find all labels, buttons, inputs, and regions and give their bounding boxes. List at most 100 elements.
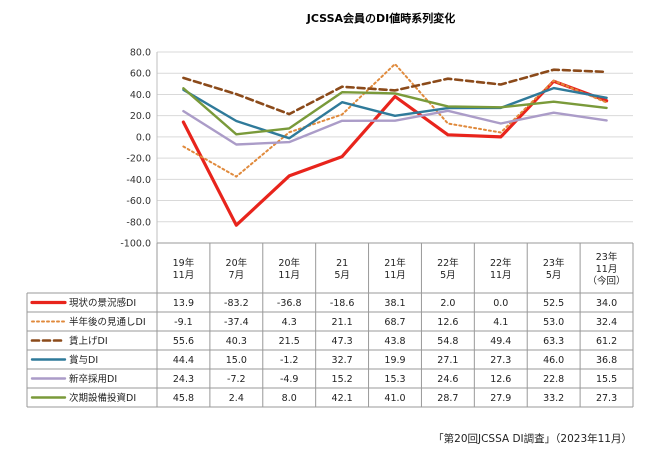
- table-value: 40.3: [226, 336, 247, 347]
- x-category-label: 23年: [543, 257, 565, 269]
- table-value: 43.8: [384, 336, 405, 347]
- table-value: 54.8: [437, 336, 458, 347]
- x-category-label: 20年: [226, 257, 248, 269]
- table-value: -1.2: [280, 355, 299, 366]
- table-value: 28.7: [437, 393, 458, 404]
- x-category-label: （今回）: [588, 275, 626, 287]
- table-value: 52.5: [543, 298, 564, 309]
- table-value: 4.3: [282, 317, 297, 328]
- table-value: 27.9: [490, 393, 511, 404]
- y-tick-label: 0.0: [136, 132, 151, 143]
- legend-label: 新卒採用DI: [69, 373, 117, 385]
- data-table: 19年11月20年7月20年11月215月21年11月22年5月22年11月23…: [26, 242, 634, 408]
- y-tick-label: 60.0: [130, 69, 151, 80]
- x-category-label: 21: [336, 258, 348, 269]
- series-lines: [181, 63, 609, 227]
- legend-label: 半年後の見通しDI: [69, 316, 146, 328]
- y-tick-label: -80.0: [126, 217, 151, 228]
- x-category-label: 5月: [440, 270, 456, 281]
- y-tick-label: -60.0: [126, 196, 151, 207]
- table-value: 12.6: [437, 317, 458, 328]
- x-category-label: 7月: [229, 270, 245, 281]
- table-value: -4.9: [280, 374, 299, 385]
- table-value: 41.0: [384, 393, 405, 404]
- table-value: 21.5: [279, 336, 300, 347]
- table-value: 8.0: [282, 393, 297, 404]
- table-value: 27.3: [490, 355, 511, 366]
- table-value: 36.8: [596, 355, 617, 366]
- table-value: 21.1: [332, 317, 353, 328]
- table-value: 24.3: [173, 374, 194, 385]
- table-value: 2.0: [440, 298, 455, 309]
- chart-title: JCSSA会員のDI値時系列変化: [306, 11, 455, 25]
- legend-label: 現状の景況感DI: [69, 297, 136, 309]
- table-value: 63.3: [543, 336, 564, 347]
- table-value: 15.0: [226, 355, 247, 366]
- table-value: 53.0: [543, 317, 564, 328]
- y-tick-label: -20.0: [126, 154, 151, 165]
- table-value: 0.0: [493, 298, 508, 309]
- x-category-label: 22年: [437, 257, 459, 269]
- table-value: -18.6: [330, 298, 355, 309]
- x-category-label: 5月: [546, 270, 562, 281]
- table-value: 15.2: [332, 374, 353, 385]
- table-value: 45.8: [173, 393, 194, 404]
- source-note: 「第20回JCSSA DI調査」（2023年11月）: [433, 433, 632, 445]
- table-value: 47.3: [332, 336, 353, 347]
- y-tick-label: 80.0: [130, 48, 151, 59]
- table-value: 15.3: [384, 374, 405, 385]
- table-value: 22.8: [543, 374, 564, 385]
- series-line-0: [181, 79, 609, 227]
- table-value: 42.1: [332, 393, 353, 404]
- y-tick-label: 20.0: [130, 111, 151, 122]
- table-value: 32.4: [596, 317, 617, 328]
- grid-lines: [157, 51, 633, 244]
- table-value: 19.9: [384, 355, 405, 366]
- x-category-label: 11月: [278, 270, 300, 281]
- table-value: 2.4: [229, 393, 244, 404]
- table-value: 13.9: [173, 298, 194, 309]
- y-tick-label: -40.0: [126, 175, 151, 186]
- table-value: 4.1: [493, 317, 508, 328]
- table-value: 44.4: [173, 355, 194, 366]
- x-category-label: 11月: [173, 270, 195, 281]
- table-value: 68.7: [384, 317, 405, 328]
- legend-label: 賃上げDI: [69, 335, 108, 347]
- table-value: 27.3: [596, 393, 617, 404]
- x-category-label: 19年: [173, 257, 195, 269]
- table-value: -36.8: [277, 298, 302, 309]
- table-value: 33.2: [543, 393, 564, 404]
- table-value: 12.6: [490, 374, 511, 385]
- x-category-label: 5月: [334, 270, 350, 281]
- y-tick-label: 40.0: [130, 90, 151, 101]
- series-line-2: [182, 68, 608, 116]
- table-value: 32.7: [332, 355, 353, 366]
- table-value: 15.5: [596, 374, 617, 385]
- x-category-label: 23年: [596, 251, 618, 263]
- table-value: 34.0: [596, 298, 617, 309]
- series-line-1: [182, 63, 608, 178]
- x-category-label: 11月: [384, 270, 406, 281]
- table-value: -9.1: [174, 317, 193, 328]
- table-value: 24.6: [437, 374, 458, 385]
- table-value: 61.2: [596, 336, 617, 347]
- legend-label: 次期設備投資DI: [69, 392, 136, 404]
- y-tick-label: -100.0: [120, 239, 151, 250]
- table-value: 46.0: [543, 355, 564, 366]
- series-line-3: [182, 86, 608, 140]
- x-category-label: 22年: [490, 257, 512, 269]
- x-category-label: 11月: [596, 264, 618, 275]
- x-category-label: 20年: [278, 257, 300, 269]
- table-value: -7.2: [227, 374, 246, 385]
- legend-label: 賞与DI: [69, 354, 98, 366]
- table-value: -83.2: [224, 298, 249, 309]
- x-category-label: 21年: [384, 257, 406, 269]
- y-axis: 80.0 60.0 40.0 20.0 0.0 -20.0 -40.0 -60.0 -80.0 -…: [120, 48, 158, 250]
- table-value: -37.4: [224, 317, 249, 328]
- table-value: 38.1: [384, 298, 405, 309]
- table-value: 27.1: [437, 355, 458, 366]
- table-value: 49.4: [490, 336, 511, 347]
- table-value: 55.6: [173, 336, 194, 347]
- x-category-label: 11月: [490, 270, 512, 281]
